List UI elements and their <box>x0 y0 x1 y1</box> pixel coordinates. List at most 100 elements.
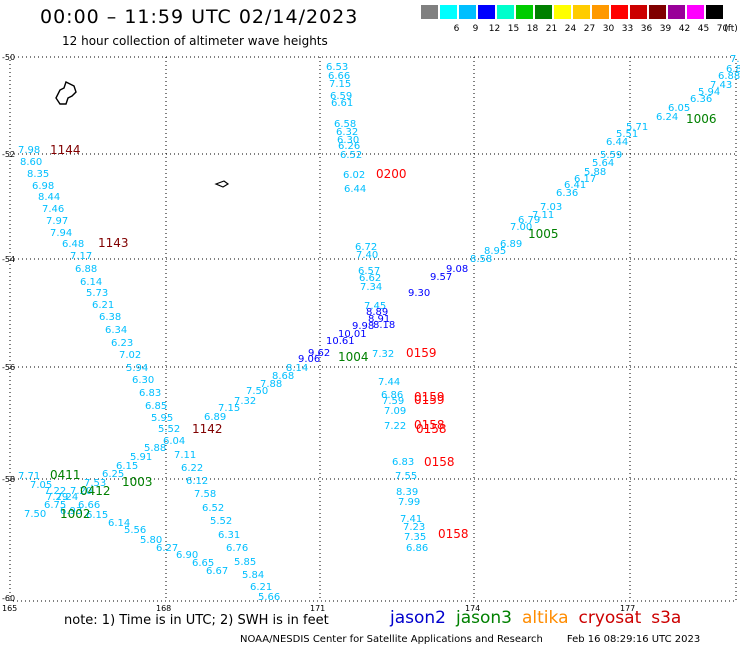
wave-height-value: 6.62 <box>359 273 381 284</box>
satellite-name: s3a <box>651 608 682 628</box>
wave-height-value: 7.02 <box>119 350 141 361</box>
wave-height-value: 5.84 <box>242 570 264 581</box>
wave-height-value: 9.08 <box>446 264 468 275</box>
wave-height-value: 6.27 <box>156 543 178 554</box>
scale-swatch <box>630 5 647 19</box>
longitude-label: 168 <box>156 604 171 613</box>
wave-height-value: 6.58 <box>334 119 356 130</box>
pass-time-label: 1006 <box>686 112 717 126</box>
pass-time-label: 0159 <box>414 393 445 407</box>
wave-height-value: 6.31 <box>218 530 240 541</box>
wave-height-value: 6.15 <box>116 461 138 472</box>
satellite-name: jason3 <box>456 608 512 628</box>
scale-label: 18 <box>526 24 539 34</box>
scale-swatch <box>497 5 514 19</box>
wave-height-value: 5.85 <box>234 557 256 568</box>
wave-height-value: 7.53 <box>84 478 106 489</box>
scale-label: 39 <box>659 24 672 34</box>
wave-height-value: 6.88 <box>75 264 97 275</box>
land-outlines <box>55 81 230 188</box>
pass-time-label: 0159 <box>414 390 445 404</box>
wave-height-value: 6.61 <box>331 98 353 109</box>
wave-height-value: 10.61 <box>326 336 355 347</box>
wave-height-value: 6.90 <box>176 550 198 561</box>
wave-height-value: 7.98 <box>18 145 40 156</box>
scale-label: 36 <box>640 24 653 34</box>
wave-height-value: 6.05 <box>668 103 690 114</box>
wave-height-value: 7.35 <box>404 532 426 543</box>
wave-height-value: 7.11 <box>532 210 554 221</box>
wave-height-value: 8.39 <box>396 487 418 498</box>
wave-height-value: 6.88 <box>718 71 740 82</box>
scale-label: 70 <box>716 24 729 34</box>
wave-height-value: 6.98 <box>32 181 54 192</box>
wave-height-value: 7.43 <box>710 80 732 91</box>
scale-swatch <box>516 5 533 19</box>
scale-swatch <box>668 5 685 19</box>
wave-height-value: 8.44 <box>38 192 60 203</box>
wave-height-value: 8.58 <box>470 254 492 265</box>
wave-height-value: 6.59 <box>330 91 352 102</box>
wave-height-value: 5.91 <box>130 452 152 463</box>
wave-height-value: 5.66 <box>258 592 280 603</box>
wave-height-value: 7.50 <box>24 509 46 520</box>
latitude-label: -60 <box>2 594 15 603</box>
scale-label: 42 <box>678 24 691 34</box>
wave-height-value: 7.34 <box>360 282 382 293</box>
wave-height-value: 6.65 <box>192 558 214 569</box>
wave-height-value: 5.52 <box>158 424 180 435</box>
wave-height-value: 5.94 <box>698 87 720 98</box>
wave-height-value: 5.64 <box>592 158 614 169</box>
wave-height-value: 6.83 <box>726 64 740 75</box>
wave-height-value: 6.32 <box>336 127 358 138</box>
scale-label: 33 <box>621 24 634 34</box>
wave-height-value: 6.66 <box>328 71 350 82</box>
pass-time-label: 1003 <box>122 475 153 489</box>
pass-time-label: 1004 <box>338 350 369 364</box>
pass-time-label: 0158 <box>416 422 447 436</box>
wave-height-value: 5.73 <box>86 288 108 299</box>
wave-height-value: 7.41 <box>400 514 422 525</box>
wave-height-value: 6.83 <box>392 457 414 468</box>
satellite-legend: jason2 jason3 altika cryosat s3a <box>390 608 691 628</box>
credit-timestamp: Feb 16 08:29:16 UTC 2023 <box>566 634 701 645</box>
wave-height-value: 8.18 <box>373 320 395 331</box>
pass-time-label: 1144 <box>50 143 81 157</box>
wave-height-value: 6.02 <box>343 170 365 181</box>
wave-height-value: 6.57 <box>358 266 380 277</box>
latitude-label: -50 <box>2 53 15 62</box>
wave-height-value: 6.21 <box>92 300 114 311</box>
wave-height-value: 7.15 <box>329 79 351 90</box>
wave-height-value: 9.30 <box>408 288 430 299</box>
credit-agency: NOAA/NESDIS Center for Satellite Applica… <box>240 634 543 645</box>
pass-time-label: 1142 <box>192 422 223 436</box>
wave-height-value: 5.95 <box>151 413 173 424</box>
footer-note: note: 1) Time is in UTC; 2) SWH is in fe… <box>64 613 329 628</box>
scale-label: 15 <box>507 24 520 34</box>
scale-label: 21 <box>545 24 558 34</box>
wave-height-value: 6.36 <box>690 94 712 105</box>
wave-height-value: 6.30 <box>337 135 359 146</box>
wave-height-value: 6.21 <box>250 582 272 593</box>
lat-lon-grid <box>9 56 737 602</box>
wave-height-value: 6.26 <box>338 141 360 152</box>
scale-swatch <box>440 5 457 19</box>
wave-height-value: 6.17 <box>574 174 596 185</box>
map-frame <box>9 56 737 602</box>
wave-height-value: 6.25 <box>102 469 124 480</box>
wave-height-value: 7.29 <box>46 492 68 503</box>
wave-height-value: 6.72 <box>355 242 377 253</box>
pass-time-label: 0200 <box>376 167 407 181</box>
wave-height-value: 7.50 <box>246 386 268 397</box>
wave-height-value: 8.14 <box>286 363 308 374</box>
pass-time-label: 0158 <box>438 527 469 541</box>
wave-height-value: 6.15 <box>86 510 108 521</box>
latitude-label: -54 <box>2 255 15 264</box>
wave-height-value: 5.51 <box>616 129 638 140</box>
scale-swatch <box>573 5 590 19</box>
wave-height-value: 6.12 <box>186 476 208 487</box>
longitude-label: 174 <box>465 604 480 613</box>
scale-swatch <box>459 5 476 19</box>
wave-height-value: 8.91 <box>368 314 390 325</box>
